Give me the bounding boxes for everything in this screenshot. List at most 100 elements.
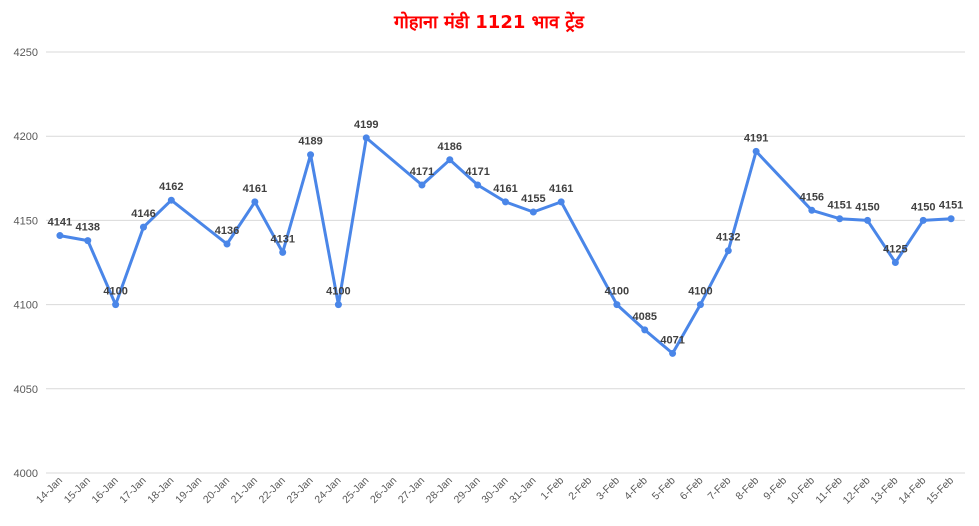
x-tick-label: 17-Jan [117,475,148,506]
data-label: 4146 [131,208,155,220]
data-point [836,215,844,223]
x-tick-label: 30-Jan [479,475,510,506]
x-tick-label: 20-Jan [201,475,232,506]
data-point [891,259,899,266]
x-tick-label: 15-Feb [924,475,956,507]
y-tick-label: 4200 [14,131,38,143]
x-tick-label: 6-Feb [678,475,706,503]
x-tick-label: 7-Feb [706,475,734,503]
data-point [669,349,677,357]
data-label: 4151 [827,200,851,212]
data-point [446,156,454,164]
x-tick-label: 1-Feb [538,475,566,503]
x-tick-label: 25-Jan [340,475,371,506]
data-label: 4156 [800,191,824,203]
x-tick-label: 5-Feb [650,475,678,503]
data-label: 4191 [744,132,768,144]
x-tick-label: 26-Jan [368,475,399,506]
data-point [641,326,649,334]
y-axis: 4000 4050 4100 4150 4200 4250 [14,47,38,480]
x-tick-label: 16-Jan [90,475,121,506]
data-label: 4141 [48,217,72,229]
y-tick-label: 4050 [14,384,38,396]
data-label: 4136 [215,225,239,237]
data-point [362,134,370,142]
data-point [864,216,872,224]
x-tick-label: 8-Feb [733,475,761,503]
data-point [167,196,175,204]
data-label: 4199 [354,119,378,131]
data-point [84,237,92,245]
x-tick-label: 21-Jan [229,475,260,506]
data-point [418,181,426,189]
x-tick-label: 29-Jan [452,475,483,506]
data-label: 4161 [493,183,517,195]
x-tick-label: 19-Jan [173,475,204,506]
data-label: 4085 [633,311,657,323]
x-tick-label: 4-Feb [622,475,650,503]
data-point [307,151,315,159]
series-line [59,136,952,355]
data-point [557,198,565,206]
x-tick-label: 14-Feb [896,475,928,507]
data-label: 4151 [939,200,963,212]
data-label: 4100 [103,286,127,298]
data-label: 4131 [270,233,294,245]
data-point [112,301,120,309]
data-point [334,301,342,309]
x-tick-label: 14-Jan [34,475,65,506]
x-tick-label: 3-Feb [594,475,622,503]
x-tick-label: 18-Jan [145,475,176,506]
y-tick-label: 4250 [14,47,38,59]
y-tick-label: 4000 [14,468,38,480]
data-point [502,198,509,206]
data-label: 4150 [855,201,879,213]
x-tick-label: 12-Feb [841,475,873,507]
x-tick-label: 24-Jan [312,475,343,506]
data-point [724,247,732,255]
data-point [56,232,64,240]
chart-title: गोहाना मंडी 1121 भाव ट्रेंड [393,11,585,33]
data-label: 4171 [410,166,434,178]
x-tick-label: 15-Jan [62,475,93,506]
data-point [474,181,482,189]
x-tick-label: 11-Feb [813,475,845,507]
x-tick-label: 23-Jan [284,475,315,506]
data-label: 4125 [883,244,907,256]
x-tick-label: 22-Jan [257,475,288,506]
data-label: 4132 [716,232,740,244]
data-point [947,215,955,223]
data-label: 4189 [298,136,322,148]
data-label: 4155 [521,193,545,205]
data-label: 4138 [76,222,100,234]
x-tick-label: 2-Feb [566,475,594,503]
data-point [529,208,537,216]
y-tick-label: 4100 [14,300,38,312]
gridlines [46,51,965,474]
data-point [613,301,621,309]
data-label: 4161 [549,183,573,195]
data-points [56,134,955,357]
data-label: 4100 [605,286,629,298]
data-labels: 4141 4138 4100 4146 4162 4136 4161 4131 4189 4100… [48,119,964,347]
data-label: 4161 [243,183,267,195]
data-point [139,223,147,231]
data-label: 4186 [438,141,462,153]
data-label: 4071 [660,334,684,346]
data-point [752,147,760,155]
data-label: 4100 [326,286,350,298]
data-label: 4162 [159,181,183,193]
data-label: 4171 [465,166,489,178]
y-tick-label: 4150 [14,215,38,227]
data-label: 4100 [688,286,712,298]
x-tick-label: 31-Jan [507,475,538,506]
data-point [696,301,704,309]
series-lines [59,136,952,355]
x-tick-label: 10-Feb [785,475,817,507]
data-point [919,216,927,224]
data-label: 4150 [911,201,935,213]
x-axis: 14-Jan15-Jan16-Jan17-Jan18-Jan19-Jan20-J… [34,475,956,507]
data-point [279,248,287,256]
x-tick-label: 28-Jan [424,475,455,506]
